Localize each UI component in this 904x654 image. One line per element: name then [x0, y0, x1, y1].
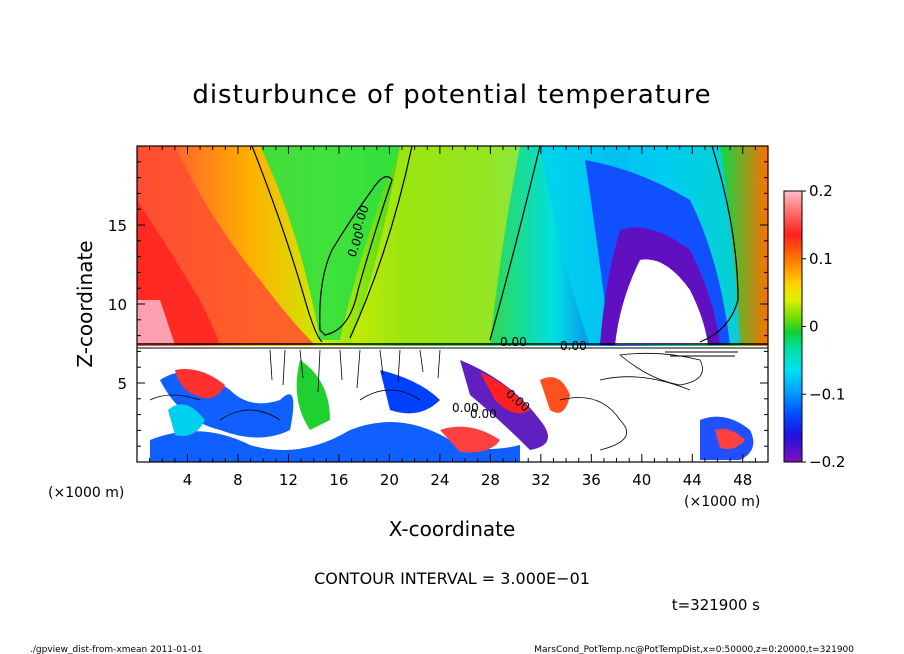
x-unit-left: (×1000 m)	[48, 485, 124, 501]
contour-line	[489, 146, 541, 341]
contour-line	[349, 146, 413, 339]
y-axis: 5 10 15	[108, 161, 768, 447]
footer-right: MarsCond_PotTemp.nc@PotTempDist,x=0:5000…	[534, 645, 854, 654]
contour-label: 0.00	[500, 335, 527, 349]
contour-line	[699, 146, 739, 343]
time-label: t=321900 s	[672, 596, 760, 614]
colorbar-tick-label: 0.1	[809, 250, 833, 268]
y-axis-label: Z-coordinate	[73, 240, 97, 367]
cold-extreme	[615, 259, 708, 345]
plot-area	[137, 146, 768, 462]
central-yellow	[350, 146, 520, 345]
contour-interval: CONTOUR INTERVAL = 3.000E−01	[314, 569, 590, 588]
contour-line	[251, 146, 323, 343]
x-tick-label: 16	[329, 471, 348, 489]
turbulent-features	[149, 347, 754, 462]
footer-left: ./gpview_dist-from-xmean 2011-01-01	[30, 645, 202, 654]
x-axis: 4 8 12 16 20 24 28 32 36 40 44 48	[149, 146, 756, 489]
x-unit-right: (×1000 m)	[684, 494, 760, 510]
x-tick-label: 44	[683, 471, 702, 489]
x-tick-label: 4	[183, 471, 193, 489]
contour-label: 0.00	[470, 407, 497, 421]
colorbar-tick-label: −0.1	[809, 385, 845, 403]
central-green	[260, 146, 400, 340]
x-tick-label: 12	[279, 471, 298, 489]
contour-label: 0.00	[560, 339, 587, 353]
x-tick-label: 24	[430, 471, 449, 489]
x-tick-label: 28	[481, 471, 500, 489]
contour-line	[319, 176, 393, 336]
colorbar	[783, 190, 803, 463]
y-tick-label: 10	[108, 296, 127, 314]
colorbar-tick-label: −0.2	[809, 453, 845, 471]
y-tick-label: 5	[117, 375, 127, 393]
y-tick-label: 15	[108, 217, 127, 235]
x-tick-label: 8	[233, 471, 243, 489]
contour-label: 0.00	[452, 401, 479, 415]
x-tick-label: 36	[582, 471, 601, 489]
colorbar-tick-label: 0.2	[809, 182, 833, 200]
x-tick-label: 48	[733, 471, 752, 489]
x-tick-label: 40	[632, 471, 651, 489]
x-axis-label: X-coordinate	[389, 517, 516, 541]
colorbar-ticks: 0.2 0.1 0 −0.1 −0.2	[802, 182, 845, 471]
chart-title: disturbunce of potential temperature	[192, 80, 711, 110]
warm-peak	[137, 300, 175, 345]
x-tick-label: 20	[380, 471, 399, 489]
x-tick-label: 32	[531, 471, 550, 489]
colorbar-tick-label: 0	[809, 318, 819, 336]
